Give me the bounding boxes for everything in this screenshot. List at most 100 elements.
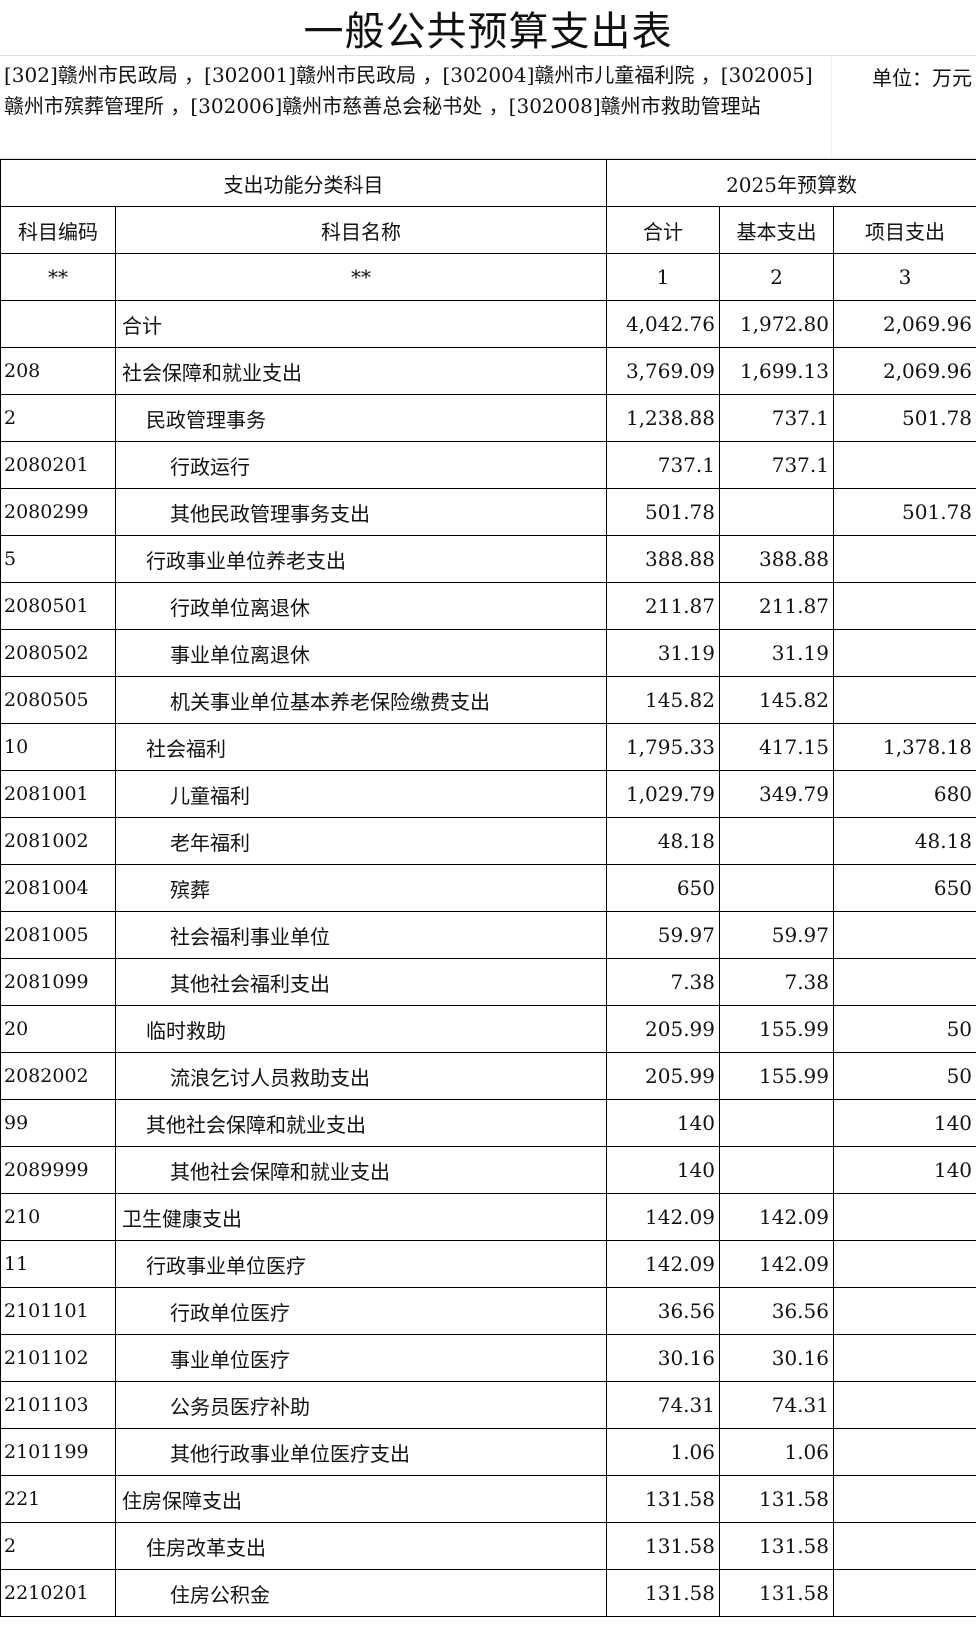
row-name: 其他行政事业单位医疗支出 [115, 1428, 607, 1476]
row-project: 140 [832, 1146, 976, 1194]
row-name: 社会福利事业单位 [115, 911, 607, 959]
row-basic: 31.19 [719, 629, 834, 677]
row-code: 2080501 [0, 582, 116, 630]
row-total: 4,042.76 [606, 300, 720, 348]
header-name: 科目名称 [115, 206, 607, 254]
row-total: 1,029.79 [606, 770, 720, 818]
row-basic: 145.82 [719, 676, 834, 724]
row-project [832, 1381, 976, 1429]
table-row: 2081002 老年福利 48.18 48.18 [0, 817, 976, 865]
table-row: 2080505 机关事业单位基本养老保险缴费支出 145.82 145.82 [0, 676, 976, 724]
row-total: 205.99 [606, 1005, 720, 1053]
row-total: 142.09 [606, 1240, 720, 1288]
row-total: 650 [606, 864, 720, 912]
row-code: 2081005 [0, 911, 116, 959]
table-row: 5 行政事业单位养老支出 388.88 388.88 [0, 535, 976, 583]
row-code: 2081001 [0, 770, 116, 818]
row-basic: 30.16 [719, 1334, 834, 1382]
row-project: 650 [832, 864, 976, 912]
row-name: 住房保障支出 [115, 1475, 607, 1523]
row-total: 737.1 [606, 441, 720, 489]
table-row: 208 社会保障和就业支出 3,769.09 1,699.13 2,069.96 [0, 347, 976, 395]
row-project [832, 958, 976, 1006]
table-row: 2101102 事业单位医疗 30.16 30.16 [0, 1334, 976, 1382]
row-project [832, 1428, 976, 1476]
row-name: 行政单位医疗 [115, 1287, 607, 1335]
row-code: 208 [0, 347, 116, 395]
row-project [832, 1240, 976, 1288]
row-total: 30.16 [606, 1334, 720, 1382]
row-total: 145.82 [606, 676, 720, 724]
table-row: 2101199 其他行政事业单位医疗支出 1.06 1.06 [0, 1428, 976, 1476]
header-budget-year: 2025年预算数 [605, 159, 976, 207]
header-project: 项目支出 [832, 206, 976, 254]
row-total: 7.38 [606, 958, 720, 1006]
row-code: 20 [0, 1005, 116, 1053]
row-basic: 737.1 [719, 441, 834, 489]
row-code: 11 [0, 1240, 116, 1288]
row-basic: 7.38 [719, 958, 834, 1006]
row-total: 48.18 [606, 817, 720, 865]
row-name: 儿童福利 [115, 770, 607, 818]
row-code: 2101101 [0, 1287, 116, 1335]
row-name: 行政事业单位养老支出 [115, 535, 607, 583]
row-name: 公务员医疗补助 [115, 1381, 607, 1429]
row-name: 事业单位医疗 [115, 1334, 607, 1382]
row-total: 74.31 [606, 1381, 720, 1429]
row-project [832, 441, 976, 489]
row-code: 2089999 [0, 1146, 116, 1194]
table-row: 2080299 其他民政管理事务支出 501.78 501.78 [0, 488, 976, 536]
row-total: 205.99 [606, 1052, 720, 1100]
row-basic: 211.87 [719, 582, 834, 630]
row-name: 流浪乞讨人员救助支出 [115, 1052, 607, 1100]
row-name: 合计 [115, 300, 607, 348]
row-code: 221 [0, 1475, 116, 1523]
row-code: 2081099 [0, 958, 116, 1006]
index-name: ** [115, 253, 607, 301]
row-project [832, 911, 976, 959]
row-project: 50 [832, 1052, 976, 1100]
row-project [832, 1522, 976, 1570]
table-row: 2 住房改革支出 131.58 131.58 [0, 1522, 976, 1570]
table-row: 2080501 行政单位离退休 211.87 211.87 [0, 582, 976, 630]
row-basic: 59.97 [719, 911, 834, 959]
row-project [832, 535, 976, 583]
row-code: 2080505 [0, 676, 116, 724]
row-total: 131.58 [606, 1522, 720, 1570]
row-total: 140 [606, 1146, 720, 1194]
row-basic: 36.56 [719, 1287, 834, 1335]
table-row: 210 卫生健康支出 142.09 142.09 [0, 1193, 976, 1241]
index-total: 1 [606, 253, 720, 301]
subheader: [302]赣州市民政局 ，[302001]赣州市民政局 ，[302004]赣州市… [0, 56, 976, 159]
row-total: 501.78 [606, 488, 720, 536]
table-row: 2080502 事业单位离退休 31.19 31.19 [0, 629, 976, 677]
header-total: 合计 [606, 206, 720, 254]
row-basic: 155.99 [719, 1052, 834, 1100]
row-project [832, 1334, 976, 1382]
row-code: 2210201 [0, 1569, 116, 1617]
row-code: 2080299 [0, 488, 116, 536]
row-total: 142.09 [606, 1193, 720, 1241]
row-total: 3,769.09 [606, 347, 720, 395]
row-basic [719, 1099, 834, 1147]
row-project [832, 676, 976, 724]
row-code: 2082002 [0, 1052, 116, 1100]
table-row: 11 行政事业单位医疗 142.09 142.09 [0, 1240, 976, 1288]
row-code: 99 [0, 1099, 116, 1147]
header-functional-class: 支出功能分类科目 [0, 159, 607, 207]
row-name: 事业单位离退休 [115, 629, 607, 677]
row-code: 2081002 [0, 817, 116, 865]
row-name: 社会保障和就业支出 [115, 347, 607, 395]
index-code: ** [0, 253, 116, 301]
row-name: 机关事业单位基本养老保险缴费支出 [115, 676, 607, 724]
row-project [832, 1569, 976, 1617]
row-basic [719, 488, 834, 536]
row-project [832, 582, 976, 630]
row-code: 2 [0, 1522, 116, 1570]
row-basic: 74.31 [719, 1381, 834, 1429]
table-row: 2081099 其他社会福利支出 7.38 7.38 [0, 958, 976, 1006]
row-basic: 155.99 [719, 1005, 834, 1053]
index-basic: 2 [719, 253, 834, 301]
row-total: 211.87 [606, 582, 720, 630]
row-project: 140 [832, 1099, 976, 1147]
